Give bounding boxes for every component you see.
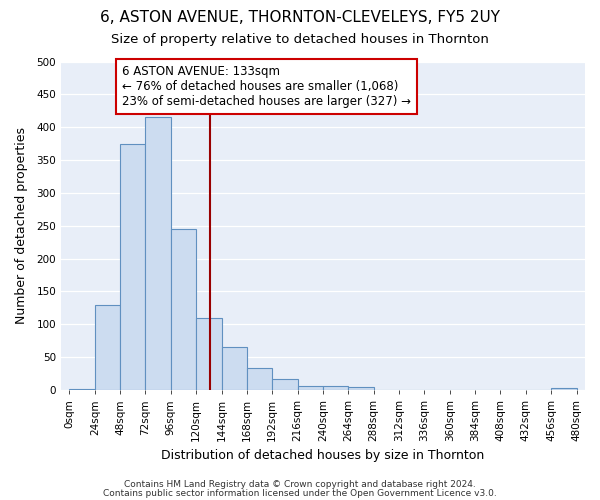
Text: Contains HM Land Registry data © Crown copyright and database right 2024.: Contains HM Land Registry data © Crown c… (124, 480, 476, 489)
Y-axis label: Number of detached properties: Number of detached properties (15, 128, 28, 324)
Bar (272, 379, 298, 390)
Bar (70, 388, 95, 390)
Bar (247, 368, 272, 390)
Bar (95, 304, 120, 390)
Bar (551, 388, 577, 390)
Bar (120, 144, 145, 390)
Bar (145, 118, 171, 390)
Bar (221, 348, 247, 390)
Bar (171, 229, 196, 390)
Text: 6 ASTON AVENUE: 133sqm
← 76% of detached houses are smaller (1,068)
23% of semi-: 6 ASTON AVENUE: 133sqm ← 76% of detached… (122, 65, 411, 108)
Bar (196, 318, 221, 390)
Bar (323, 386, 349, 390)
X-axis label: Distribution of detached houses by size in Thornton: Distribution of detached houses by size … (161, 450, 485, 462)
Bar (349, 386, 374, 390)
Text: 6, ASTON AVENUE, THORNTON-CLEVELEYS, FY5 2UY: 6, ASTON AVENUE, THORNTON-CLEVELEYS, FY5… (100, 10, 500, 25)
Text: Size of property relative to detached houses in Thornton: Size of property relative to detached ho… (111, 32, 489, 46)
Bar (298, 386, 323, 390)
Text: Contains public sector information licensed under the Open Government Licence v3: Contains public sector information licen… (103, 488, 497, 498)
